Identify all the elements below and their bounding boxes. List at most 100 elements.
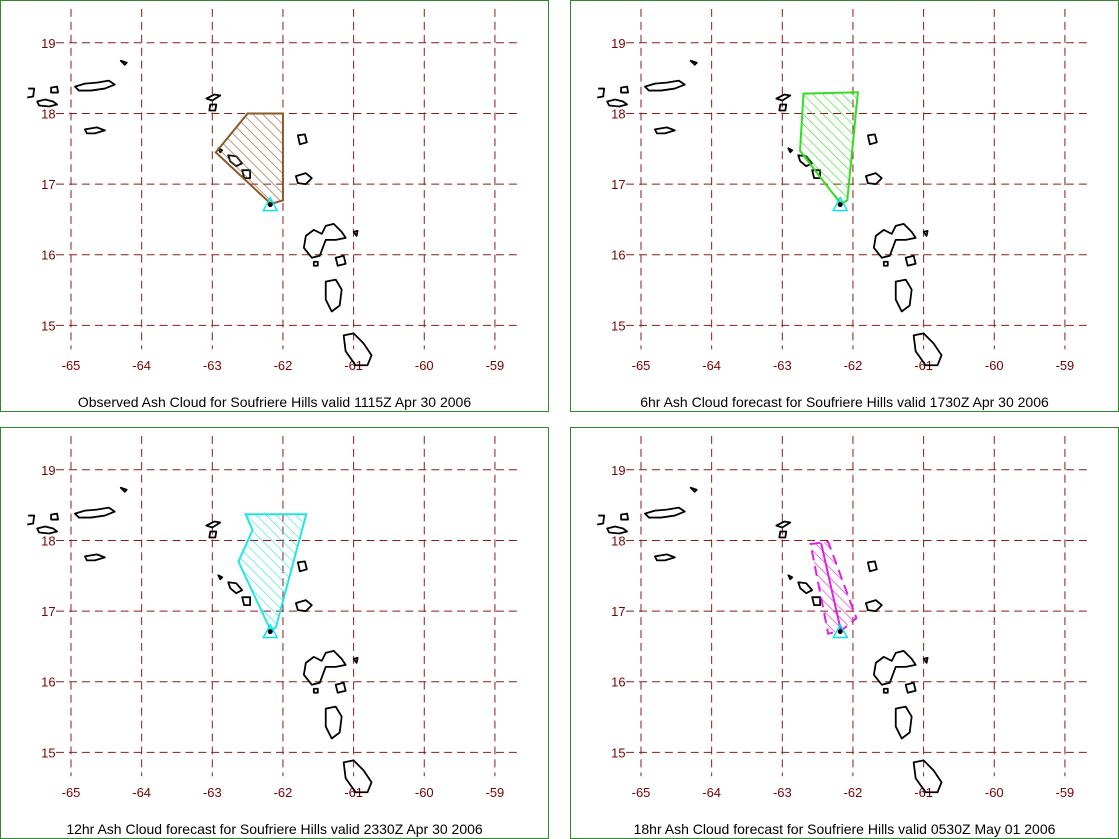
island-outline [866, 560, 878, 573]
coastlines [597, 59, 943, 367]
island-outline [689, 59, 698, 66]
island-outline [324, 705, 343, 740]
island-outline [865, 599, 883, 613]
island-outline [872, 650, 917, 686]
island-outline [312, 260, 319, 267]
island-outline [208, 530, 218, 539]
map-canvas: 19 18 17 16 15 -65 -64 -63 -62 -61 -60 -59 [597, 435, 1089, 800]
island-outline [27, 514, 36, 526]
ash-cloud-map-panel-observed: 19 18 17 16 15 -65 -64 -63 -62 -61 -60 -59 Observed… [0, 0, 549, 412]
island-outline [342, 759, 373, 794]
longitude-label: -61 [914, 785, 933, 800]
island-outline [241, 596, 252, 607]
island-outline [296, 133, 308, 146]
island-outline [334, 254, 347, 267]
longitude-label: -65 [62, 358, 81, 373]
longitude-labels: -65 -64 -63 -62 -61 -60 -59 [62, 785, 505, 800]
longitude-label: -63 [203, 785, 222, 800]
island-outline [119, 59, 128, 66]
latitude-labels: 19 18 17 16 15 [611, 36, 625, 334]
coastlines [27, 486, 373, 794]
island-outline [27, 87, 36, 99]
island-outline [295, 172, 313, 186]
island-outline [797, 581, 814, 595]
island-outline [894, 705, 913, 740]
island-outline [922, 656, 929, 664]
latitude-label: 17 [41, 604, 55, 619]
latitude-label: 17 [41, 177, 55, 192]
island-outline [882, 687, 889, 694]
longitude-label: -64 [702, 358, 721, 373]
island-outline [312, 687, 319, 694]
island-outline [352, 229, 359, 237]
longitude-label: -62 [274, 358, 293, 373]
island-outline [904, 681, 917, 694]
longitude-label: -59 [486, 358, 505, 373]
lat-lon-grid [56, 8, 519, 350]
island-outline [644, 79, 686, 92]
longitude-label: -60 [985, 358, 1004, 373]
island-outline [606, 98, 628, 108]
lat-lon-grid [626, 8, 1089, 350]
island-outline [227, 581, 244, 595]
latitude-label: 18 [611, 106, 625, 121]
ash-cloud-map-panel-18hr: 19 18 17 16 15 -65 -64 -63 -62 -61 -60 -59 18hr Ash… [570, 427, 1119, 839]
island-outline [775, 520, 792, 529]
longitude-label: -60 [415, 358, 434, 373]
volcano-dot-icon [837, 202, 843, 208]
volcano-triangle-icon [262, 196, 279, 212]
island-outline [84, 553, 106, 562]
coastlines [597, 486, 943, 794]
island-outline [606, 525, 628, 535]
longitude-label: -63 [773, 358, 792, 373]
island-outline [894, 278, 913, 313]
ash-cloud-polygon [237, 513, 308, 633]
longitude-label: -63 [773, 785, 792, 800]
island-outline [597, 87, 606, 99]
island-outline [205, 520, 222, 529]
island-outline [36, 525, 58, 535]
island-outline [620, 512, 629, 521]
island-outline [74, 506, 116, 519]
map-canvas: 19 18 17 16 15 -65 -64 -63 -62 -61 -60 -59 [27, 435, 519, 800]
island-outline [208, 103, 218, 112]
island-outline [865, 172, 883, 186]
latitude-label: 15 [41, 318, 55, 333]
longitude-label: -64 [702, 785, 721, 800]
island-outline [811, 596, 822, 607]
longitude-label: -65 [632, 785, 651, 800]
ash-cloud-map-panel-6hr: 19 18 17 16 15 -65 -64 -63 -62 -61 -60 -59 6hr Ash … [570, 0, 1119, 412]
island-outline [334, 681, 347, 694]
island-outline [904, 254, 917, 267]
latitude-label: 19 [611, 36, 625, 51]
map-canvas: 19 18 17 16 15 -65 -64 -63 -62 -61 -60 -59 [27, 8, 519, 373]
latitude-label: 16 [611, 248, 625, 263]
volcano-triangle-icon [832, 623, 849, 639]
island-outline [295, 599, 313, 613]
latitude-label: 19 [41, 36, 55, 51]
ash-cloud-polygon [214, 112, 284, 206]
volcano-triangle-icon [832, 196, 849, 212]
panel-title: 6hr Ash Cloud forecast for Soufriere Hil… [640, 394, 1049, 410]
island-outline [644, 506, 686, 519]
coastlines [27, 59, 373, 367]
island-outline [872, 223, 917, 259]
island-outline [689, 486, 698, 493]
longitude-label: -62 [844, 358, 863, 373]
longitude-label: -61 [914, 358, 933, 373]
island-outline [296, 560, 308, 573]
panel-title: Observed Ash Cloud for Soufriere Hills v… [77, 394, 472, 410]
island-outline [36, 98, 58, 108]
longitude-label: -59 [1056, 358, 1075, 373]
lat-lon-grid [626, 435, 1089, 777]
ash-cloud-axis [820, 543, 842, 632]
volcano-dot-icon [837, 629, 843, 635]
panel-title: 18hr Ash Cloud forecast for Soufriere Hi… [633, 821, 1056, 837]
panel-title: 12hr Ash Cloud forecast for Soufriere Hi… [66, 821, 483, 837]
latitude-label: 16 [41, 675, 55, 690]
island-outline [302, 650, 347, 686]
latitude-label: 16 [611, 675, 625, 690]
latitude-labels: 19 18 17 16 15 [41, 36, 55, 334]
island-outline [912, 759, 943, 794]
island-outline [778, 103, 788, 112]
